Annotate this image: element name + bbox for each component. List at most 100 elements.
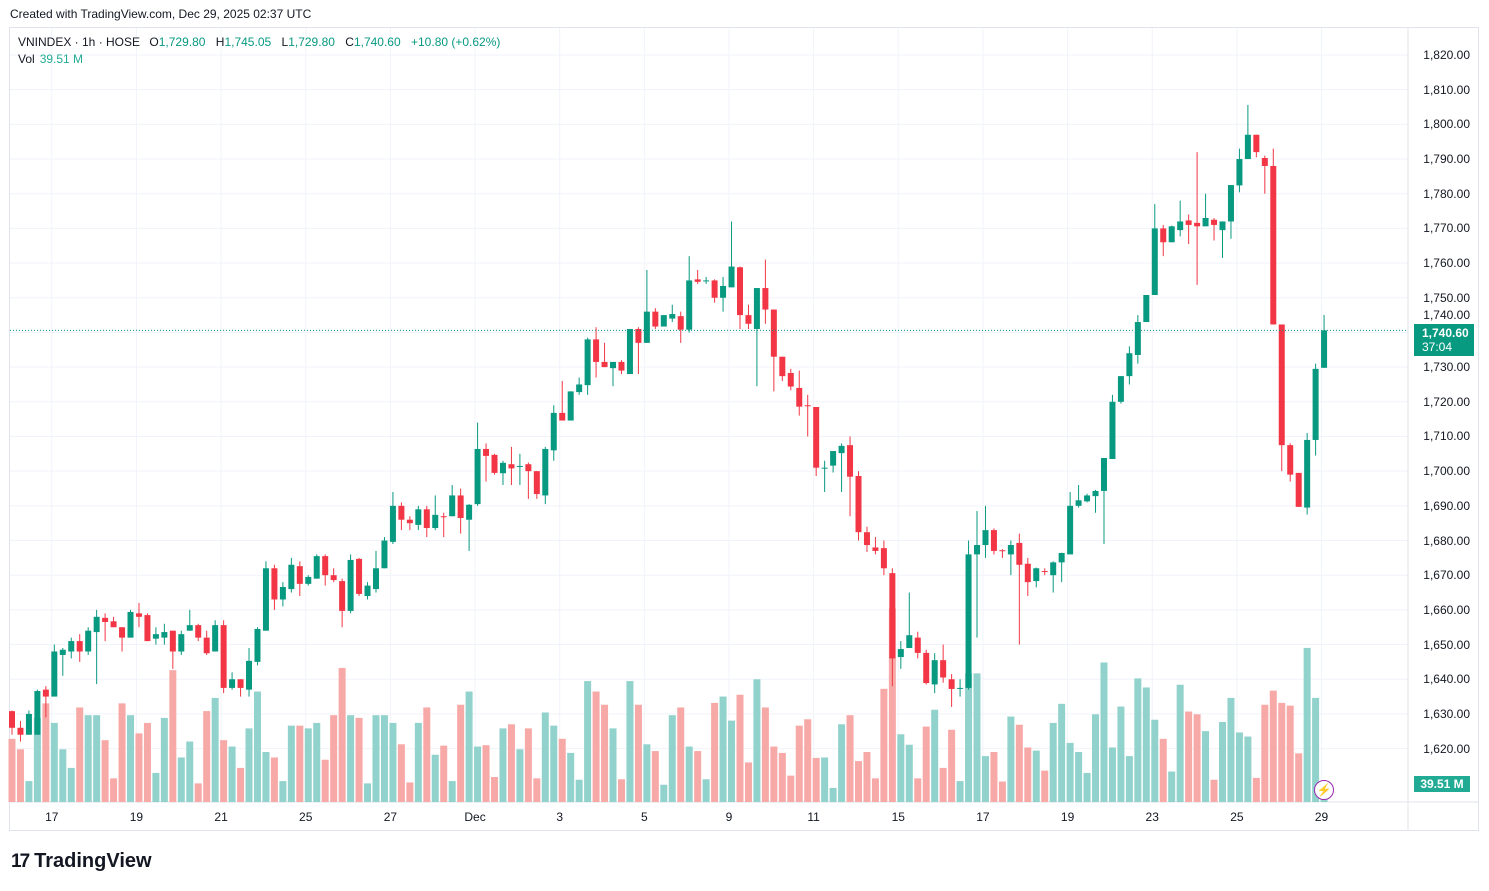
candle[interactable] <box>42 686 49 718</box>
candle[interactable] <box>51 644 58 697</box>
candle[interactable] <box>923 649 930 685</box>
candle[interactable] <box>660 315 667 327</box>
candle[interactable] <box>1100 457 1107 544</box>
candle[interactable] <box>1016 533 1023 645</box>
candle[interactable] <box>322 554 329 586</box>
candle[interactable] <box>356 557 363 597</box>
candle[interactable] <box>1092 489 1099 513</box>
candle[interactable] <box>593 327 600 378</box>
candle[interactable] <box>1202 193 1209 227</box>
candle[interactable] <box>296 561 303 597</box>
candle[interactable] <box>1033 567 1040 588</box>
candle[interactable] <box>347 554 354 614</box>
candle[interactable] <box>152 627 159 645</box>
candle[interactable] <box>635 327 642 375</box>
candle[interactable] <box>990 528 997 555</box>
candle[interactable] <box>1117 376 1124 404</box>
candle[interactable] <box>135 602 142 628</box>
candle[interactable] <box>1109 394 1116 460</box>
candle[interactable] <box>694 270 701 284</box>
candle[interactable] <box>652 308 659 329</box>
candle[interactable] <box>830 451 837 473</box>
candle[interactable] <box>1278 324 1285 472</box>
candle[interactable] <box>262 561 269 631</box>
candle[interactable] <box>601 342 608 368</box>
candle[interactable] <box>711 279 718 303</box>
candle[interactable] <box>957 679 964 697</box>
candle[interactable] <box>499 460 506 486</box>
candle[interactable] <box>1024 557 1031 597</box>
candle[interactable] <box>1236 148 1243 193</box>
candle[interactable] <box>931 653 938 694</box>
candle[interactable] <box>1084 493 1091 503</box>
candle[interactable] <box>559 380 566 421</box>
candle[interactable] <box>626 328 633 375</box>
candle[interactable] <box>838 443 845 492</box>
candle[interactable] <box>1177 200 1184 237</box>
candle[interactable] <box>889 568 896 687</box>
candle[interactable] <box>948 674 955 707</box>
candle[interactable] <box>567 391 574 421</box>
candle[interactable] <box>339 578 346 628</box>
candle[interactable] <box>1126 346 1133 385</box>
candle[interactable] <box>254 627 261 666</box>
candle[interactable] <box>804 394 811 437</box>
candle[interactable] <box>542 446 549 505</box>
candle[interactable] <box>1219 221 1226 258</box>
candle[interactable] <box>1160 224 1167 257</box>
candle[interactable] <box>110 616 117 628</box>
candle[interactable] <box>491 453 498 475</box>
tradingview-logo[interactable]: 17 TradingView <box>11 850 152 873</box>
candle[interactable] <box>229 672 236 690</box>
candle[interactable] <box>195 623 202 642</box>
candle[interactable] <box>703 276 710 284</box>
candle[interactable] <box>364 582 371 600</box>
candle[interactable] <box>203 630 210 655</box>
candle[interactable] <box>279 582 286 607</box>
candle[interactable] <box>516 453 523 486</box>
candle[interactable] <box>1211 217 1218 241</box>
candle[interactable] <box>770 309 777 392</box>
candle[interactable] <box>406 516 413 531</box>
candle[interactable] <box>753 288 760 387</box>
candle[interactable] <box>618 360 625 375</box>
candle[interactable] <box>1168 225 1175 243</box>
candle[interactable] <box>787 368 794 391</box>
candle[interactable] <box>686 256 693 333</box>
candle[interactable] <box>610 361 617 387</box>
chart-panel[interactable] <box>9 27 1479 831</box>
candle[interactable] <box>313 554 320 579</box>
candle[interactable] <box>897 641 904 669</box>
candle[interactable] <box>1287 443 1294 482</box>
candle[interactable] <box>25 710 32 735</box>
candle[interactable] <box>847 436 854 517</box>
candle[interactable] <box>1312 363 1319 456</box>
candle[interactable] <box>821 460 828 492</box>
candle[interactable] <box>34 689 41 735</box>
candle[interactable] <box>1067 491 1074 555</box>
candle[interactable] <box>271 564 278 610</box>
candle[interactable] <box>178 630 185 655</box>
candle[interactable] <box>796 370 803 416</box>
candle[interactable] <box>550 405 557 461</box>
candle[interactable] <box>372 550 379 593</box>
candle[interactable] <box>677 311 684 343</box>
candle[interactable] <box>813 407 820 477</box>
candle[interactable] <box>440 512 447 538</box>
candle[interactable] <box>246 648 253 697</box>
candle[interactable] <box>525 462 532 499</box>
candle[interactable] <box>533 471 540 499</box>
candle[interactable] <box>1304 433 1311 515</box>
candle[interactable] <box>432 495 439 531</box>
candle[interactable] <box>68 637 75 659</box>
candle[interactable] <box>423 505 430 538</box>
candle[interactable] <box>17 720 24 742</box>
candle[interactable] <box>93 609 100 685</box>
candle[interactable] <box>779 356 786 381</box>
candle[interactable] <box>1041 568 1048 576</box>
candle[interactable] <box>119 627 126 652</box>
candle[interactable] <box>466 504 473 551</box>
candle[interactable] <box>220 620 227 694</box>
candle[interactable] <box>1321 314 1328 368</box>
